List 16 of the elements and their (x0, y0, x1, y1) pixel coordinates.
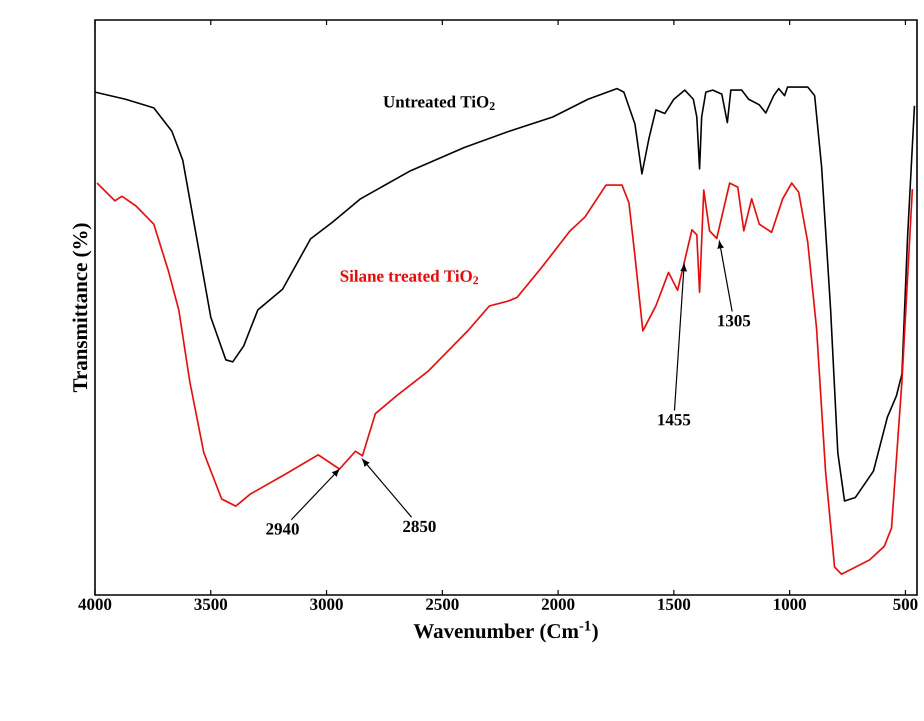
x-tick-label: 3000 (310, 598, 343, 610)
x-tick-label: 4000 (78, 598, 112, 610)
series-label: Silane treated TiO$_{2}$ (340, 270, 478, 284)
annotation: 1455 (658, 414, 690, 426)
x-axis-title: Wavenumber (Cm$^{-1}$) (414, 620, 598, 642)
annotation: 2940 (266, 523, 299, 535)
x-tick-label: 500 (893, 598, 918, 610)
annotation: 1305 (718, 314, 750, 326)
x-tick-label: 1500 (658, 598, 690, 610)
series-label: Untreated TiO$_{2}$ (383, 96, 495, 110)
annotation: 2850 (403, 520, 436, 532)
y-axis-title: Transmittance (%) (72, 224, 92, 392)
x-tick-label: 3500 (194, 598, 228, 610)
x-tick-label: 2500 (426, 598, 459, 610)
x-tick-label: 1000 (774, 598, 806, 610)
x-tick-label: 2000 (542, 598, 574, 610)
